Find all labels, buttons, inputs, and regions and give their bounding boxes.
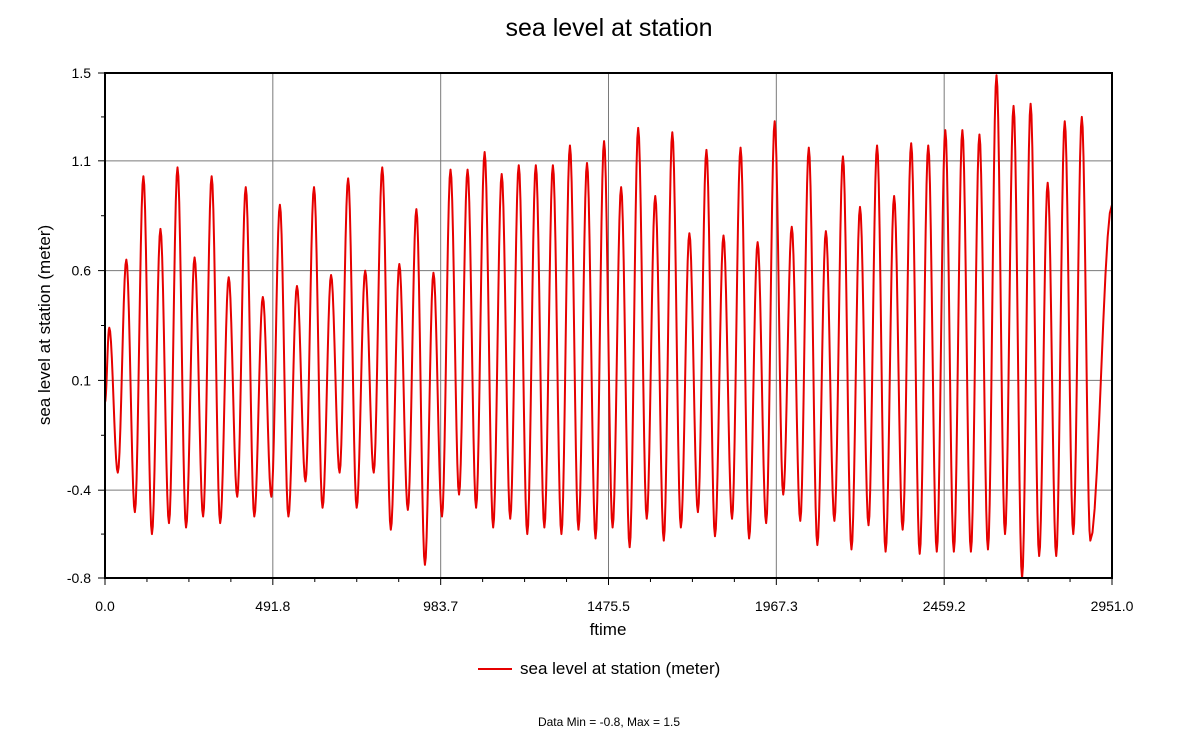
legend-swatch	[478, 668, 512, 670]
axis-ticks: 0.0 491.8 983.7 1475.5 1967.3 2459.2 2951.0 1.5…	[67, 65, 1134, 614]
x-tick-label: 2459.2	[923, 598, 966, 614]
x-tick-label: 0.0	[95, 598, 115, 614]
y-tick-label: -0.4	[67, 482, 91, 498]
series-layer	[104, 74, 1113, 579]
x-tick-label: 1967.3	[755, 598, 798, 614]
y-tick-label: -0.8	[67, 570, 91, 586]
y-tick-label: 1.1	[72, 153, 92, 169]
x-tick-label: 2951.0	[1091, 598, 1134, 614]
chart-title: sea level at station	[505, 14, 713, 42]
y-axis-label: sea level at station (meter)	[35, 225, 54, 425]
y-tick-label: 0.1	[72, 372, 92, 388]
legend-label: sea level at station (meter)	[520, 659, 721, 678]
data-range-note: Data Min = -0.8, Max = 1.5	[537, 715, 681, 729]
x-tick-label: 983.7	[423, 598, 458, 614]
legend: sea level at station (meter)	[478, 659, 720, 679]
x-axis-label: ftime	[590, 620, 627, 639]
x-tick-label: 1475.5	[587, 598, 630, 614]
x-tick-label: 491.8	[255, 598, 290, 614]
series-line	[104, 74, 1113, 579]
y-tick-label: 0.6	[72, 263, 92, 279]
y-tick-label: 1.5	[72, 65, 92, 81]
